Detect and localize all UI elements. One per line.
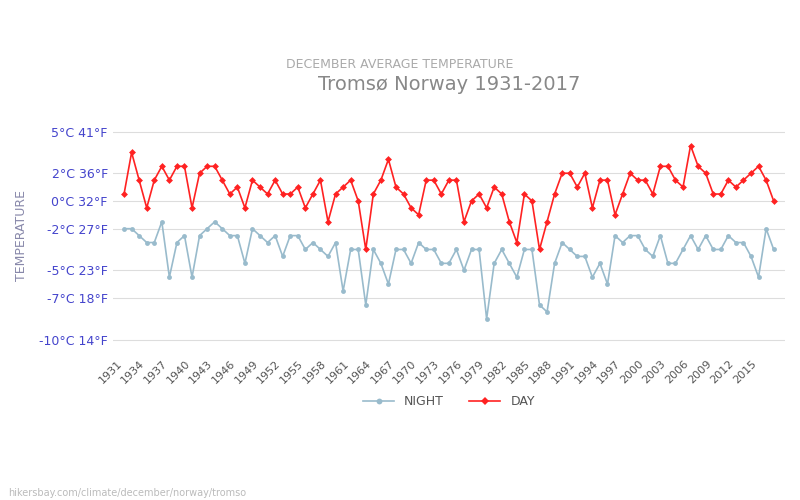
DAY [655,164,665,170]
Title: Tromsø Norway 1931-2017: Tromsø Norway 1931-2017 [318,75,580,94]
Legend: NIGHT, DAY: NIGHT, DAY [358,390,540,413]
Text: DECEMBER AVERAGE TEMPERATURE: DECEMBER AVERAGE TEMPERATURE [286,58,514,70]
DAY [262,191,272,197]
Y-axis label: TEMPERATURE: TEMPERATURE [15,190,28,281]
NIGHT [398,246,408,252]
DAY [308,191,318,197]
DAY [398,191,408,197]
NIGHT [769,246,778,252]
DAY [769,198,778,204]
NIGHT [157,219,166,225]
Text: hikersbay.com/climate/december/norway/tromso: hikersbay.com/climate/december/norway/tr… [8,488,246,498]
NIGHT [316,246,326,252]
NIGHT [482,316,491,322]
NIGHT [119,226,129,232]
NIGHT [452,246,462,252]
Line: NIGHT: NIGHT [122,220,776,321]
DAY [225,191,234,197]
DAY [119,191,129,197]
DAY [686,142,695,148]
DAY [361,246,370,252]
NIGHT [270,232,280,238]
NIGHT [663,260,673,266]
DAY [452,177,462,183]
NIGHT [233,232,242,238]
Line: DAY: DAY [122,143,776,252]
